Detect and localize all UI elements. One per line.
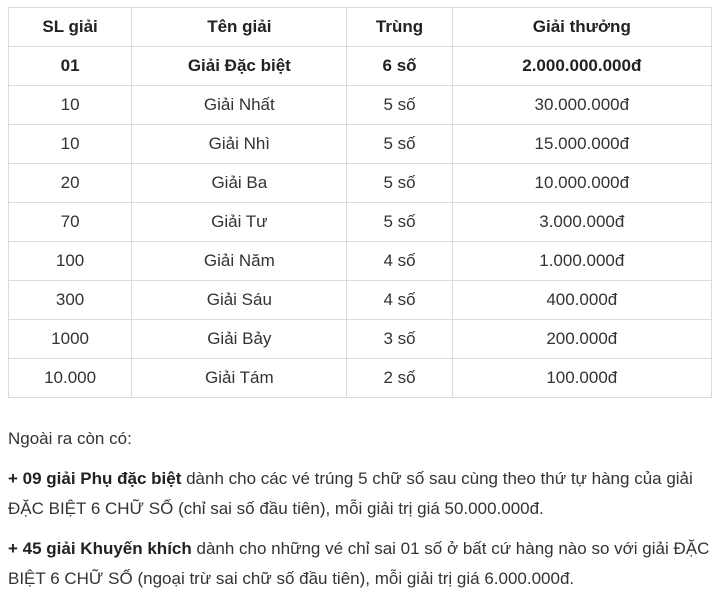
cell-prize-value: 10.000.000đ: [451, 163, 713, 203]
note-item-text: dành cho những vé chỉ sai 01 số ở bất cứ…: [8, 539, 710, 588]
table-row: 01 Giải Đặc biệt 6 số 2.000.000.000đ: [7, 46, 713, 86]
cell-match: 2 số: [346, 358, 453, 398]
cell-quantity: 10: [7, 124, 133, 164]
notes-intro: Ngoài ra còn có:: [8, 429, 132, 448]
cell-quantity: 10: [7, 85, 133, 125]
cell-prize-name: Giải Đặc biệt: [131, 46, 348, 86]
cell-quantity: 300: [7, 280, 133, 320]
note-item: + 09 giải Phụ đặc biệt dành cho các vé t…: [8, 464, 712, 524]
cell-prize-value: 3.000.000đ: [451, 202, 713, 242]
table-row: 10.000 Giải Tám 2 số 100.000đ: [7, 358, 713, 398]
cell-prize-name: Giải Nhất: [131, 85, 348, 125]
cell-quantity: 1000: [7, 319, 133, 359]
cell-prize-value: 15.000.000đ: [451, 124, 713, 164]
table-row: 70 Giải Tư 5 số 3.000.000đ: [7, 202, 713, 242]
table-row: 1000 Giải Bảy 3 số 200.000đ: [7, 319, 713, 359]
notes-section: Ngoài ra còn có: + 09 giải Phụ đặc biệt …: [8, 424, 712, 604]
cell-match: 4 số: [346, 280, 453, 320]
cell-match: 3 số: [346, 319, 453, 359]
cell-prize-name: Giải Tư: [131, 202, 348, 242]
cell-prize-name: Giải Ba: [131, 163, 348, 203]
cell-prize-value: 30.000.000đ: [451, 85, 713, 125]
note-item-title: + 09 giải Phụ đặc biệt: [8, 469, 182, 488]
cell-match: 4 số: [346, 241, 453, 281]
cell-match: 5 số: [346, 124, 453, 164]
cell-quantity: 70: [7, 202, 133, 242]
cell-match: 5 số: [346, 163, 453, 203]
cell-prize-value: 400.000đ: [451, 280, 713, 320]
note-item: + 45 giải Khuyến khích dành cho những vé…: [8, 534, 712, 594]
header-prize-name: Tên giải: [131, 7, 348, 47]
cell-prize-value: 100.000đ: [451, 358, 713, 398]
table-row: 10 Giải Nhất 5 số 30.000.000đ: [7, 85, 713, 125]
cell-match: 5 số: [346, 202, 453, 242]
table-row: 10 Giải Nhì 5 số 15.000.000đ: [7, 124, 713, 164]
cell-prize-name: Giải Nhì: [131, 124, 348, 164]
cell-quantity: 20: [7, 163, 133, 203]
cell-match: 5 số: [346, 85, 453, 125]
table-row: 20 Giải Ba 5 số 10.000.000đ: [7, 163, 713, 203]
cell-prize-name: Giải Tám: [131, 358, 348, 398]
cell-prize-value: 200.000đ: [451, 319, 713, 359]
cell-prize-value: 2.000.000.000đ: [451, 46, 713, 86]
note-item-title: + 45 giải Khuyến khích: [8, 539, 192, 558]
cell-quantity: 01: [7, 46, 133, 86]
table-row: 300 Giải Sáu 4 số 400.000đ: [7, 280, 713, 320]
header-quantity: SL giải: [7, 7, 133, 47]
cell-prize-name: Giải Năm: [131, 241, 348, 281]
cell-quantity: 100: [7, 241, 133, 281]
cell-match: 6 số: [346, 46, 453, 86]
table-row: 100 Giải Năm 4 số 1.000.000đ: [7, 241, 713, 281]
note-item-text: dành cho các vé trúng 5 chữ số sau cùng …: [8, 469, 693, 518]
cell-prize-value: 1.000.000đ: [451, 241, 713, 281]
cell-prize-name: Giải Bảy: [131, 319, 348, 359]
header-prize-value: Giải thưởng: [451, 7, 713, 47]
prize-table: SL giải Tên giải Trùng Giải thưởng 01 Giả…: [7, 7, 713, 398]
table-header-row: SL giải Tên giải Trùng Giải thưởng: [7, 7, 713, 47]
header-match: Trùng: [346, 7, 453, 47]
cell-quantity: 10.000: [7, 358, 133, 398]
cell-prize-name: Giải Sáu: [131, 280, 348, 320]
